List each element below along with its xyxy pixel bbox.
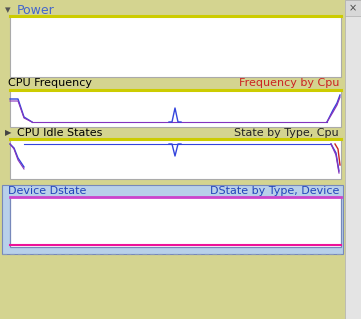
Text: DState by Type, Device: DState by Type, Device (210, 186, 339, 196)
Bar (345, 0, 361, 319)
Bar (10, 139, 341, 179)
Bar (10, 16, 341, 77)
Text: Device Dstate: Device Dstate (8, 186, 86, 196)
Text: Frequency by Cpu: Frequency by Cpu (239, 78, 339, 88)
Bar (2, 185, 343, 254)
Text: State by Type, Cpu: State by Type, Cpu (234, 128, 339, 138)
Bar (10, 197, 341, 247)
Text: ▶: ▶ (5, 129, 12, 137)
Text: Power: Power (17, 4, 55, 17)
Bar (10, 90, 341, 127)
Text: ×: × (349, 3, 357, 13)
Text: ▾: ▾ (5, 5, 10, 15)
Bar (345, 0, 361, 16)
Text: CPU Frequency: CPU Frequency (8, 78, 92, 88)
Text: CPU Idle States: CPU Idle States (17, 128, 103, 138)
